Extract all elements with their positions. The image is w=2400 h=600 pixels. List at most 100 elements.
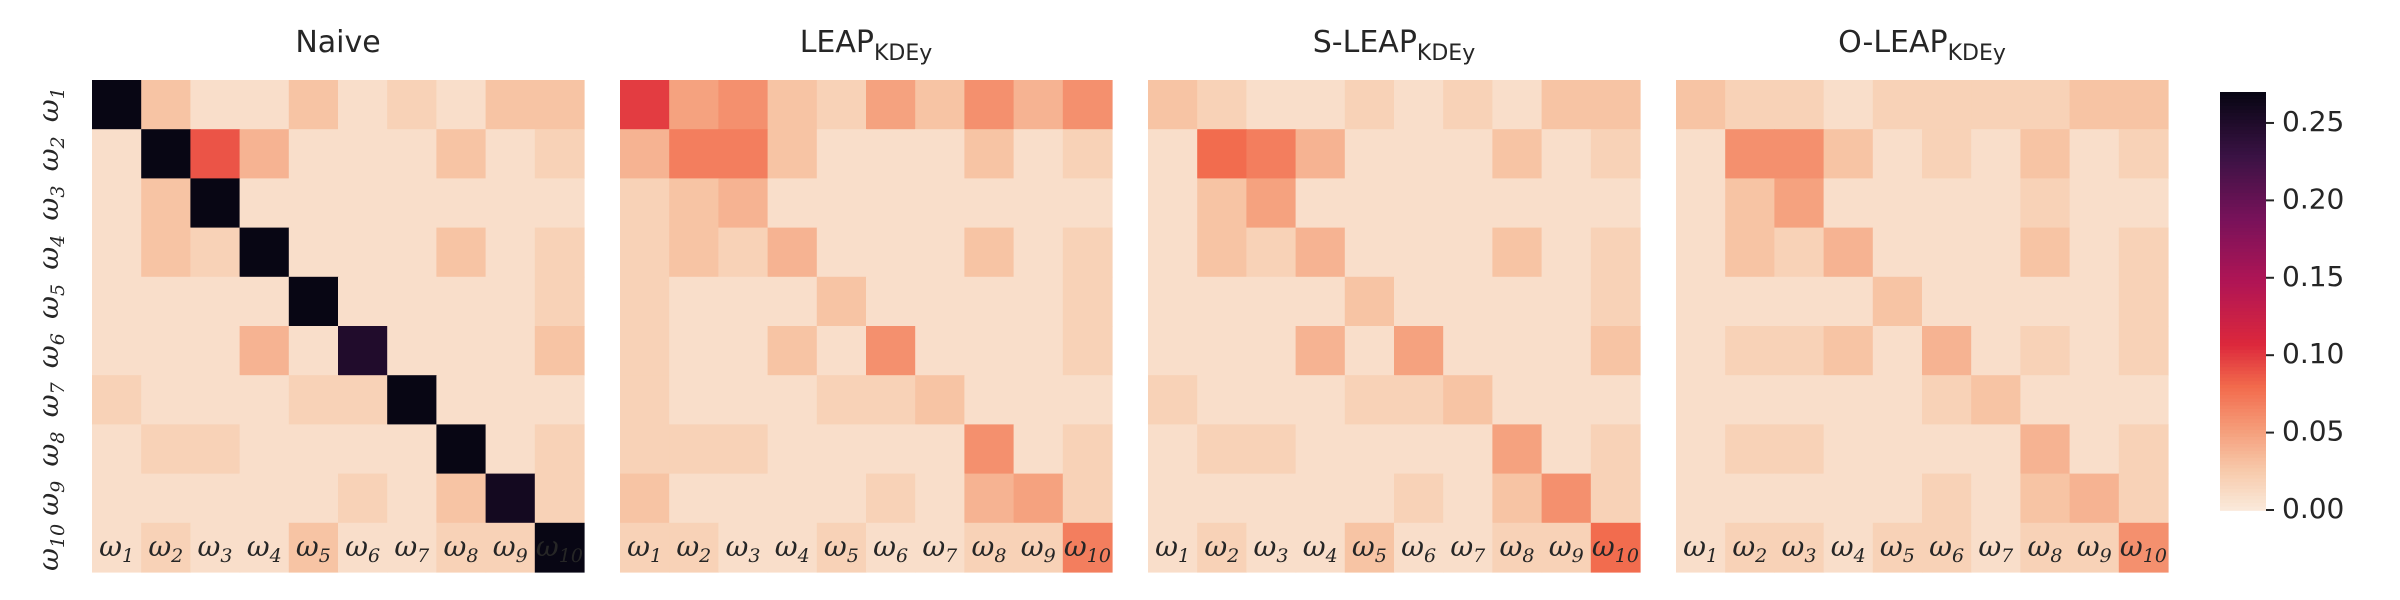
heatmap-cell-r8-c2 bbox=[1197, 424, 1247, 475]
heatmap-cell-r10-c9 bbox=[485, 522, 536, 573]
heatmap-cell-r3-c2 bbox=[1725, 178, 1775, 229]
colorbar-segment bbox=[2220, 109, 2266, 114]
heatmap-cell-r7-c8 bbox=[964, 375, 1015, 425]
heatmap-cell-r6-c6 bbox=[866, 326, 916, 376]
colorbar-segment bbox=[2220, 450, 2266, 456]
heatmap-cell-r7-c2 bbox=[1197, 375, 1247, 425]
x-tick-label: ω4 bbox=[1303, 530, 1338, 568]
heatmap-cell-r3-c3 bbox=[190, 178, 241, 229]
colorbar-segment bbox=[2220, 492, 2266, 497]
colorbar-segment bbox=[2220, 283, 2266, 288]
heatmap-cell-r1-c7 bbox=[387, 80, 437, 130]
colorbar-segment bbox=[2220, 503, 2266, 508]
heatmap-cell-r4-c7 bbox=[387, 227, 437, 278]
colorbar-segment bbox=[2220, 140, 2266, 146]
heatmap-cell-r1-c4 bbox=[767, 80, 818, 130]
y-tick-label: ω8 bbox=[32, 432, 70, 467]
heatmap-cell-r4-c2 bbox=[1725, 227, 1775, 278]
heatmap-cell-r10-c2 bbox=[1197, 522, 1247, 573]
heatmap-cell-r4-c4 bbox=[239, 227, 290, 278]
heatmap-cell-r2-c9 bbox=[1013, 129, 1064, 179]
heatmap-cell-r2-c5 bbox=[288, 129, 339, 179]
heatmap-cell-r2-c7 bbox=[1443, 129, 1493, 179]
heatmap-cell-r5-c10 bbox=[1590, 276, 1641, 327]
heatmap-cell-r4-c6 bbox=[338, 227, 388, 278]
colorbar-segment bbox=[2220, 318, 2266, 323]
colorbar-segment bbox=[2220, 168, 2266, 173]
heatmap-cell-r9-c7 bbox=[387, 473, 437, 524]
heatmap-cell-r6-c5 bbox=[816, 326, 867, 376]
heatmap-cell-r8-c4 bbox=[1823, 424, 1874, 475]
heatmap-cell-r1-c1 bbox=[92, 80, 142, 130]
colorbar-segment bbox=[2220, 165, 2266, 170]
colorbar-segment bbox=[2220, 234, 2266, 240]
x-tick-label: ω10 bbox=[536, 530, 583, 568]
heatmap-cell-r4-c4 bbox=[767, 227, 818, 278]
x-tick-label: ω6 bbox=[1929, 530, 1964, 568]
colorbar-tick-label: 0.25 bbox=[2282, 105, 2344, 138]
heatmap-cell-r8-c2 bbox=[669, 424, 719, 475]
heatmap-cell-r6-c3 bbox=[718, 326, 769, 376]
colorbar-segment bbox=[2220, 301, 2266, 306]
heatmap-cell-r8-c6 bbox=[338, 424, 388, 475]
colorbar-segment bbox=[2220, 374, 2266, 379]
x-tick-label: ω9 bbox=[493, 530, 528, 568]
heatmap-cell-r9-c7 bbox=[915, 473, 965, 524]
heatmap-cell-r7-c3 bbox=[1774, 375, 1825, 425]
heatmap-cell-r7-c6 bbox=[1922, 375, 1972, 425]
heatmap-cell-r4-c5 bbox=[816, 227, 867, 278]
heatmap-cell-r9-c2 bbox=[1197, 473, 1247, 524]
heatmap-cell-r6-c1 bbox=[1676, 326, 1726, 376]
heatmap-cell-r7-c3 bbox=[190, 375, 241, 425]
heatmap-cell-r3-c5 bbox=[288, 178, 339, 229]
heatmap-cell-r10-c8 bbox=[2020, 522, 2071, 573]
heatmap-cell-r3-c4 bbox=[767, 178, 818, 229]
heatmap-cell-r6-c2 bbox=[1725, 326, 1775, 376]
heatmap-cell-r4-c1 bbox=[1676, 227, 1726, 278]
colorbar-segment bbox=[2220, 506, 2266, 511]
heatmap-cell-r8-c1 bbox=[1676, 424, 1726, 475]
colorbar-segment bbox=[2220, 436, 2266, 442]
heatmap-cell-r3-c8 bbox=[1492, 178, 1543, 229]
heatmap-cell-r1-c6 bbox=[338, 80, 388, 130]
heatmap-panel-3: S-LEAPKDEy ω1 ω2 ω3 ω4 ω5 ω6 ω7 ω8 ω9 ω10 bbox=[1148, 25, 1641, 573]
colorbar-segment bbox=[2220, 199, 2266, 205]
colorbar-segment bbox=[2220, 391, 2266, 396]
x-tick-label: ω9 bbox=[1021, 530, 1056, 568]
heatmap-cell-r8-c4 bbox=[1295, 424, 1346, 475]
heatmap-cell-r8-c6 bbox=[1922, 424, 1972, 475]
colorbar-segment bbox=[2220, 332, 2266, 337]
heatmap-cell-r9-c2 bbox=[141, 473, 191, 524]
heatmap-cell-r9-c8 bbox=[964, 473, 1015, 524]
heatmap-cell-r2-c10 bbox=[534, 129, 585, 179]
colorbar-segment bbox=[2220, 489, 2266, 494]
heatmap-cell-r4-c8 bbox=[1492, 227, 1543, 278]
colorbar-segment bbox=[2220, 206, 2266, 212]
y-tick-label: ω3 bbox=[32, 186, 70, 221]
y-tick-label: ω5 bbox=[32, 284, 70, 319]
heatmap-cell-r5-c5 bbox=[816, 276, 867, 327]
heatmap-cell-r5-c8 bbox=[1492, 276, 1543, 327]
heatmap-cell-r5-c10 bbox=[2118, 276, 2169, 327]
heatmap-cell-r2-c2 bbox=[1725, 129, 1775, 179]
heatmap-cell-r2-c9 bbox=[485, 129, 536, 179]
heatmap-cell-r4-c9 bbox=[1013, 227, 1064, 278]
heatmap-cell-r8-c8 bbox=[1492, 424, 1543, 475]
colorbar-segment bbox=[2220, 426, 2266, 431]
x-tick-label: ω5 bbox=[1352, 530, 1387, 568]
heatmap-cell-r9-c4 bbox=[1823, 473, 1874, 524]
heatmap-cell-r6-c9 bbox=[1013, 326, 1064, 376]
colorbar-segment bbox=[2220, 276, 2266, 281]
colorbar-segment bbox=[2220, 294, 2266, 299]
heatmap-cell-r4-c9 bbox=[2069, 227, 2120, 278]
heatmap-cell-r3-c4 bbox=[1295, 178, 1346, 229]
colorbar-segment bbox=[2220, 339, 2266, 344]
colorbar-segment bbox=[2220, 137, 2266, 142]
heatmap-cell-r6-c10 bbox=[2118, 326, 2169, 376]
heatmap-cell-r8-c5 bbox=[1344, 424, 1395, 475]
x-tick-label: ω6 bbox=[1401, 530, 1436, 568]
heatmap-cell-r2-c1 bbox=[92, 129, 142, 179]
heatmap-panel-4: O-LEAPKDEy ω1 ω2 ω3 ω4 ω5 ω6 ω7 ω8 ω9 ω10 bbox=[1676, 25, 2169, 573]
heatmap-cell-r6-c10 bbox=[534, 326, 585, 376]
colorbar-segment bbox=[2220, 384, 2266, 389]
